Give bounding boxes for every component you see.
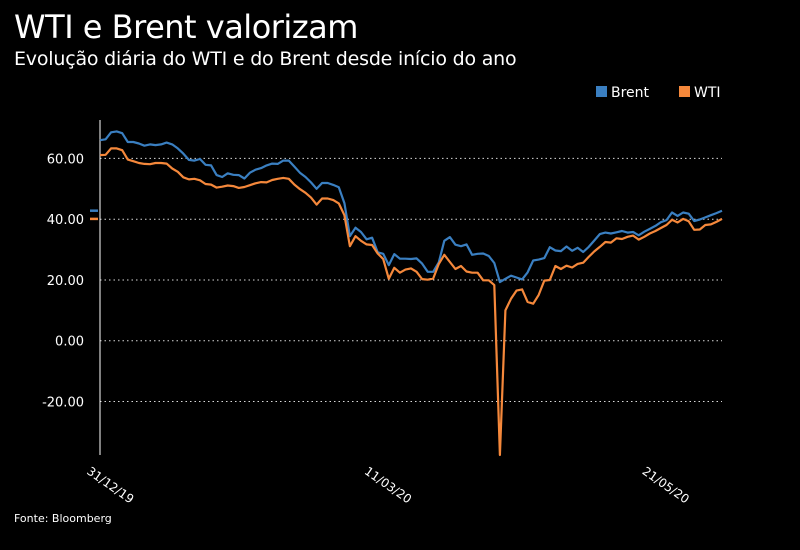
y-tick-label: 60.00 [47,152,84,167]
label-layer: 60.00 40.00 20.00 0.00 -20.00 31/12/19 11/03/2… [42,152,692,506]
series-layer [90,130,723,457]
x-tick-label: 11/03/20 [362,464,414,506]
legend-label-brent: Brent [611,85,650,101]
x-tick-label: 21/05/20 [640,464,692,506]
source-note: Fonte: Bloomberg [14,512,112,525]
chart-subtitle: Evolução diária do WTI e do Brent desde … [14,48,517,70]
series-line-wti [99,147,723,457]
y-tick-label: -20.00 [42,396,84,411]
legend: Brent WTI [596,85,721,101]
y-tick-label: 40.00 [47,213,84,228]
y-tick-label: 0.00 [55,335,84,350]
x-tick-label: 31/12/19 [84,464,136,506]
legend-label-wti: WTI [694,85,721,101]
series-line-brent [99,130,723,284]
grid-layer [100,157,722,403]
chart-title: WTI e Brent valorizam [14,8,358,46]
legend-swatch-brent [596,86,607,97]
legend-swatch-wti [679,86,690,97]
y-tick-label: 20.00 [47,274,84,289]
